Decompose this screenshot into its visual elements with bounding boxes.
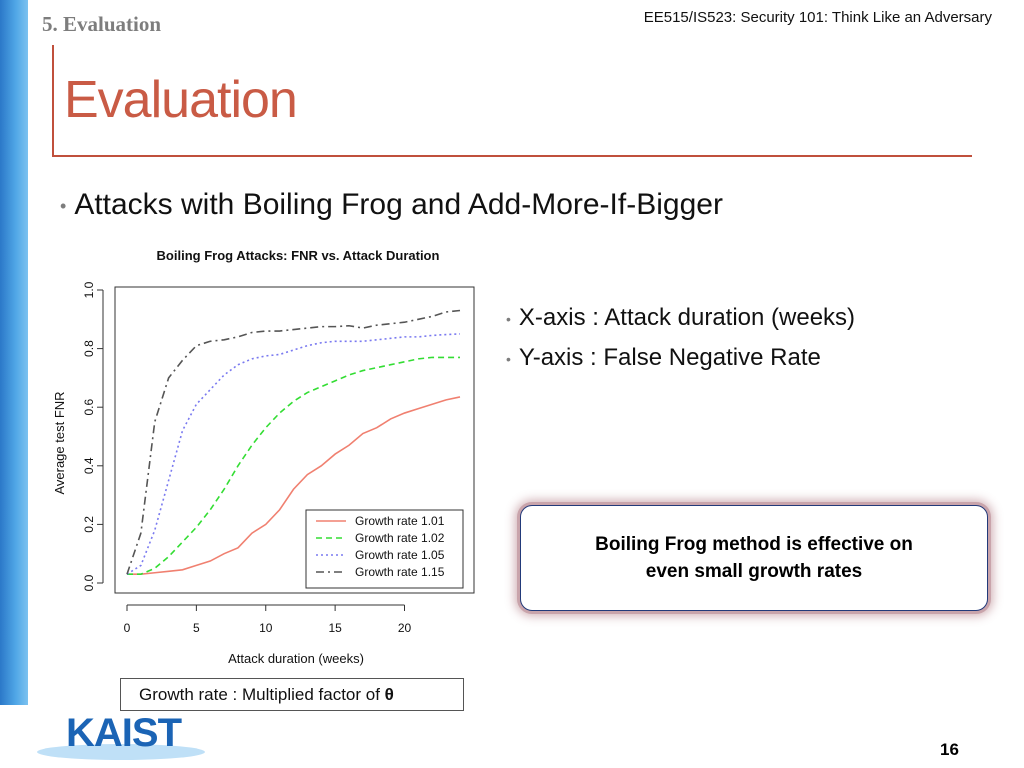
kaist-logo: KAIST	[36, 708, 206, 763]
legend-label: Growth rate 1.15	[355, 565, 445, 579]
y-tick-label: 0.2	[82, 516, 96, 533]
theta-symbol: θ	[384, 685, 394, 704]
legend-label: Growth rate 1.01	[355, 514, 445, 528]
x-tick-label: 15	[328, 621, 342, 635]
callout-text: Boiling Frog method is effective on even…	[595, 534, 913, 582]
x-tick-label: 20	[398, 621, 412, 635]
left-accent-bar	[0, 0, 28, 705]
y-axis-label: Average test FNR	[52, 391, 67, 494]
kaist-logo-text: KAIST	[66, 711, 182, 755]
section-label: 5. Evaluation	[42, 12, 162, 36]
slide-title: Evaluation	[64, 71, 298, 129]
bullet-dot-icon: •	[506, 310, 511, 327]
side-bullet-y-text: Y-axis : False Negative Rate	[518, 344, 821, 371]
x-tick-label: 5	[193, 621, 200, 635]
series-line-1	[127, 396, 461, 576]
y-tick-label: 0.4	[82, 457, 96, 474]
x-tick-label: 10	[259, 621, 273, 635]
growth-note-text: Growth rate : Multiplied factor of	[139, 685, 385, 704]
growth-rate-note: Growth rate : Multiplied factor of θ	[120, 678, 464, 711]
main-bullet: • Attacks with Boiling Frog and Add-More-…	[60, 188, 723, 222]
course-title: EE515/IS523: Security 101: Think Like an…	[643, 9, 992, 26]
side-bullet-y: • Y-axis : False Negative Rate	[506, 344, 855, 384]
series-line-3	[126, 333, 461, 575]
side-bullet-x: • X-axis : Attack duration (weeks)	[506, 304, 855, 344]
title-underline	[52, 155, 972, 157]
x-tick-label: 0	[124, 621, 131, 635]
main-bullet-text: Attacks with Boiling Frog and Add-More-I…	[74, 188, 723, 221]
legend-label: Growth rate 1.02	[355, 531, 445, 545]
x-axis-label: Attack duration (weeks)	[228, 651, 364, 666]
bullet-dot-icon: •	[506, 350, 511, 367]
bullet-dot-icon: •	[60, 195, 67, 216]
plot-frame	[114, 286, 475, 594]
conclusion-callout: Boiling Frog method is effective on even…	[520, 505, 988, 611]
y-tick-label: 0.0	[82, 574, 96, 591]
axis-explanation-list: • X-axis : Attack duration (weeks) • Y-axi…	[506, 304, 855, 384]
fnr-line-chart: Boiling Frog Attacks: FNR vs. Attack Dur…	[52, 248, 475, 666]
side-bullet-x-text: X-axis : Attack duration (weeks)	[518, 304, 856, 331]
legend-box	[305, 509, 464, 589]
title-vertical-rule	[52, 45, 54, 157]
legend-label: Growth rate 1.05	[355, 548, 445, 562]
y-tick-label: 0.8	[82, 340, 96, 357]
series-line-4	[126, 309, 461, 575]
y-tick-label: 0.6	[82, 399, 96, 416]
chart-title: Boiling Frog Attacks: FNR vs. Attack Dur…	[157, 248, 440, 263]
page-number: 16	[940, 740, 959, 759]
y-tick-label: 1.0	[82, 281, 96, 298]
